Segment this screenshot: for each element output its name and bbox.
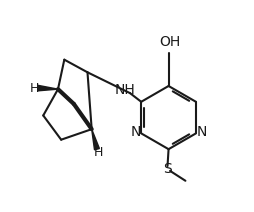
Text: NH: NH (115, 83, 135, 97)
Text: S: S (163, 162, 171, 176)
Polygon shape (91, 129, 99, 150)
Text: N: N (130, 125, 140, 139)
Text: N: N (196, 125, 206, 139)
Text: H: H (29, 82, 39, 95)
Text: OH: OH (158, 35, 180, 49)
Polygon shape (38, 85, 58, 91)
Text: H: H (93, 146, 102, 159)
